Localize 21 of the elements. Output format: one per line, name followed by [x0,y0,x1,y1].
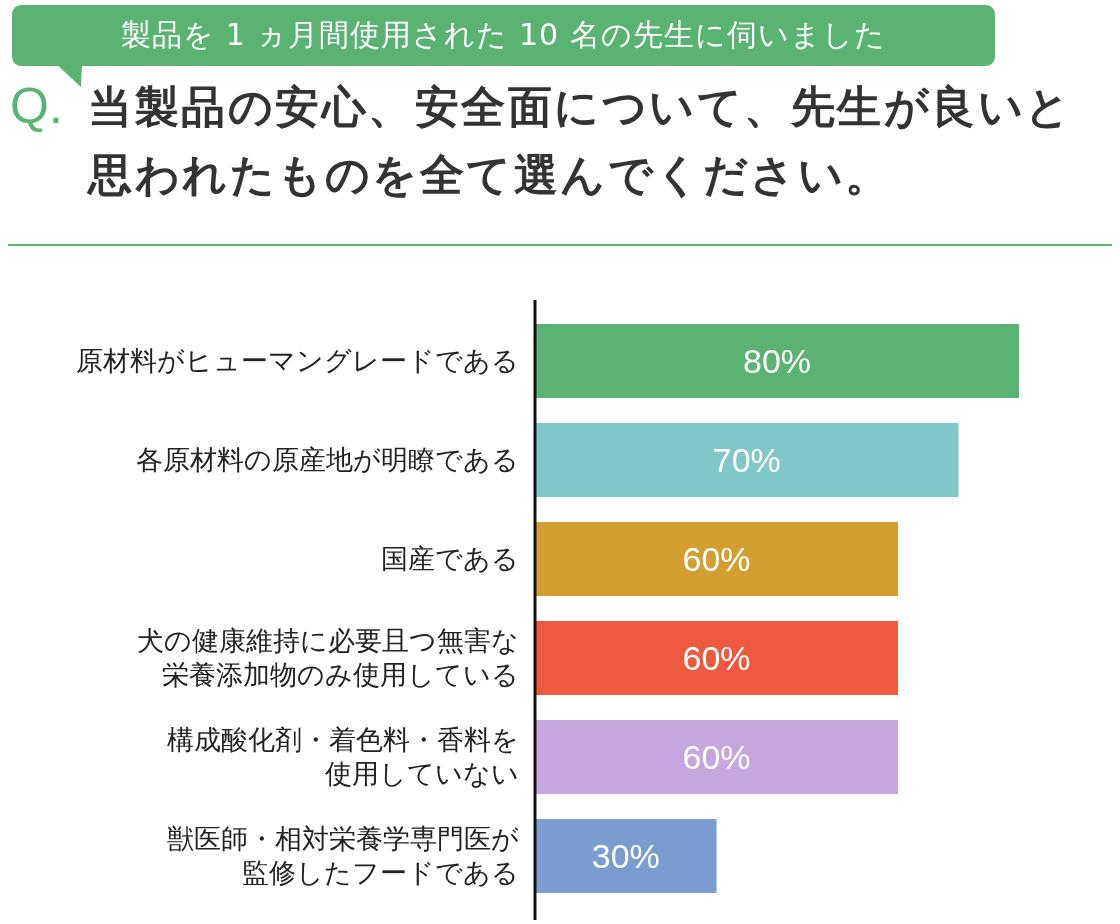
y-tick-label: 原材料がヒューマングレードである [76,344,519,378]
chart-subtitle: 製品を 1 ヵ月間使用された 10 名の先生に伺いました [12,5,995,66]
data-label: 60% [682,738,751,776]
bar [535,720,898,794]
data-label: 70% [712,441,781,479]
y-tick-label: 国産である [381,542,519,576]
y-tick-label: 犬の健康維持に必要且つ無害な栄養添加物のみ使用している [136,624,519,692]
data-label: 60% [682,639,751,677]
data-label: 80% [742,342,812,380]
text: Q. [10,77,63,136]
bar [535,621,898,695]
bar [535,819,717,893]
bar [535,522,898,596]
bar [535,324,1019,398]
data-label: 60% [682,540,751,578]
y-tick-label: 各原材料の原産地が明瞭である [136,443,519,477]
chart-title: 当製品の安心、安全面について、先生が良いと思われたものを全て選んでください。 [88,80,1074,202]
bar [535,423,959,497]
data-label: 30% [591,837,660,875]
y-tick-label: 獣医師・相対栄養学専門医が監修したフードである [166,822,519,890]
y-tick-label: 構成酸化剤・着色料・香料を使用していない [166,723,519,791]
